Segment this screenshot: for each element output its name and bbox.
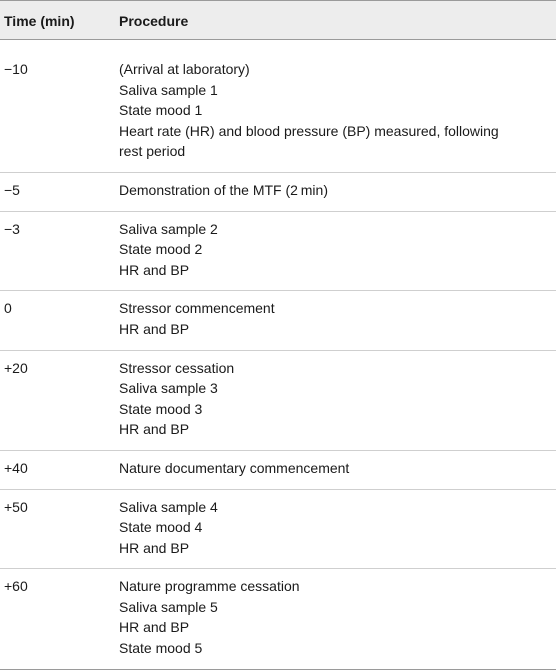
time-cell: +60 xyxy=(4,578,28,595)
table-header: Time (min) Procedure xyxy=(0,0,556,40)
procedure-line: HR and BP xyxy=(119,421,190,438)
table-row: −10 (Arrival at laboratory) Saliva sample … xyxy=(0,52,556,173)
header-time: Time (min) xyxy=(4,13,75,29)
procedure-line: State mood 2 xyxy=(119,241,203,258)
time-cell: −3 xyxy=(4,220,20,237)
procedure-line: Stressor cessation xyxy=(119,359,235,376)
time-cell: −5 xyxy=(4,181,20,198)
procedure-line: Saliva sample 3 xyxy=(119,380,218,397)
procedure-line: State mood 4 xyxy=(119,519,203,536)
procedure-line: Stressor commencement xyxy=(119,300,275,317)
table-row: +50 Saliva sample 4 State mood 4 HR and BP xyxy=(0,490,556,570)
procedure-line: Saliva sample 4 xyxy=(119,498,218,515)
procedure-cell: Nature programme cessation Saliva sample … xyxy=(119,576,556,658)
procedure-cell: Saliva sample 2 State mood 2 HR and BP xyxy=(119,219,556,281)
procedure-line: HR and BP xyxy=(119,320,190,337)
time-cell: +50 xyxy=(4,498,28,515)
table-row: +40 Nature documentary commencement xyxy=(0,451,556,490)
procedure-line: HR and BP xyxy=(119,619,190,636)
table-row: −3 Saliva sample 2 State mood 2 HR and BP xyxy=(0,212,556,292)
procedure-cell: Saliva sample 4 State mood 4 HR and BP xyxy=(119,497,556,559)
procedure-cell: Stressor commencement HR and BP xyxy=(119,298,556,339)
procedure-line: State mood 5 xyxy=(119,640,203,657)
procedure-line: (Arrival at laboratory) xyxy=(119,61,250,77)
table-row: 0 Stressor commencement HR and BP xyxy=(0,291,556,351)
table-row: +60 Nature programme cessation Saliva samp… xyxy=(0,569,556,670)
procedure-line: Demonstration of the MTF (2 min) xyxy=(119,181,328,198)
procedure-line: State mood 3 xyxy=(119,400,203,417)
procedure-line: Nature programme cessation xyxy=(119,578,300,595)
procedure-line: State mood 1 xyxy=(119,102,203,119)
procedure-cell: Stressor cessation Saliva sample 3 State m… xyxy=(119,358,556,440)
time-cell: +40 xyxy=(4,459,28,476)
procedure-line: Heart rate (HR) and blood pressure (BP) … xyxy=(119,122,499,139)
table-body: −10 (Arrival at laboratory) Saliva sample … xyxy=(0,52,556,670)
procedure-line: Saliva sample 5 xyxy=(119,598,218,615)
table-row: −5 Demonstration of the MTF (2 min) xyxy=(0,173,556,212)
procedure-cell: Demonstration of the MTF (2 min) xyxy=(119,180,556,201)
procedure-line: HR and BP xyxy=(119,539,190,556)
header-procedure: Procedure xyxy=(119,13,189,29)
table-row: +20 Stressor cessation Saliva sample 3 Stat… xyxy=(0,351,556,451)
procedure-cell: Nature documentary commencement xyxy=(119,458,556,479)
procedure-cell: (Arrival at laboratory) Saliva sample 1 St… xyxy=(119,59,556,162)
time-cell: +20 xyxy=(4,359,28,376)
time-cell: −10 xyxy=(4,61,28,77)
procedure-line: HR and BP xyxy=(119,261,190,278)
procedure-line: Saliva sample 2 xyxy=(119,220,218,237)
procedure-line: Nature documentary commencement xyxy=(119,459,350,476)
time-cell: 0 xyxy=(4,300,12,317)
procedure-line: Saliva sample 1 xyxy=(119,81,218,98)
procedure-line: rest period xyxy=(119,143,186,160)
